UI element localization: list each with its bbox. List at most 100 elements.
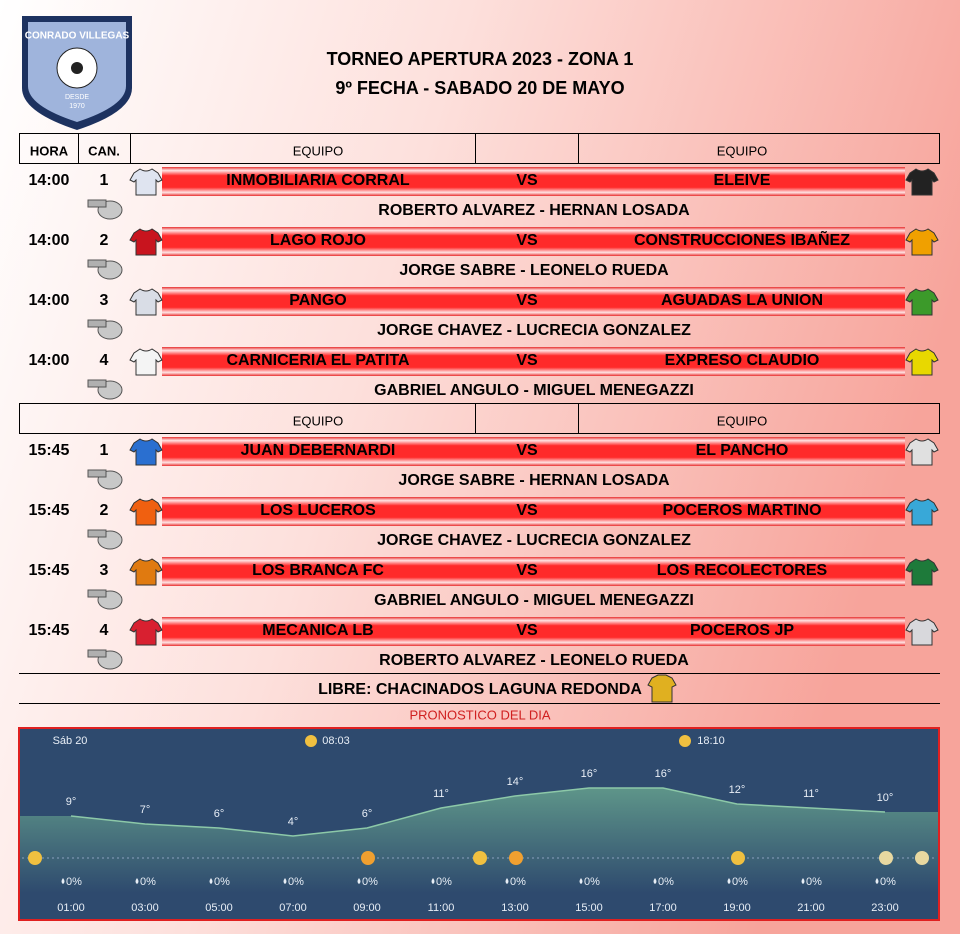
time: 15:45 (29, 442, 70, 459)
away-team: CONSTRUCCIONES IBAÑEZ (634, 229, 850, 249)
hour: 19:00 (723, 902, 751, 914)
hour: 15:00 (575, 902, 603, 914)
temperature-label: 6° (362, 808, 373, 820)
rain: 0% (806, 876, 822, 888)
vs: VS (516, 442, 538, 459)
home-team: MECANICA LB (262, 622, 373, 639)
rain-drop (209, 878, 213, 884)
weather-icon (731, 851, 745, 865)
whistle-mouth (87, 379, 107, 388)
header-away: EQUIPO (717, 143, 768, 158)
rain: 0% (436, 876, 452, 888)
match-bar (162, 557, 905, 586)
time: 14:00 (29, 232, 70, 249)
sunset-icon (679, 735, 691, 747)
court: 3 (100, 562, 109, 579)
hour: 23:00 (871, 902, 899, 914)
weather-icon (915, 851, 929, 865)
rain: 0% (880, 876, 896, 888)
rain-drop (875, 878, 879, 884)
time: 15:45 (29, 562, 70, 579)
whistle (87, 199, 123, 220)
header-court: CAN. (88, 143, 120, 158)
rain: 0% (288, 876, 304, 888)
match-bar (162, 167, 905, 196)
court: 4 (100, 622, 109, 639)
referees: JORGE SABRE - LEONELO RUEDA (399, 262, 669, 279)
rain-drop (579, 878, 583, 884)
home-team: LOS BRANCA FC (252, 562, 384, 579)
court: 1 (100, 442, 109, 459)
whistle (87, 529, 123, 550)
referees: ROBERTO ALVAREZ - LEONELO RUEDA (379, 652, 689, 669)
shirt (129, 348, 163, 376)
vs: VS (516, 292, 538, 309)
whistle (87, 319, 123, 340)
away-team: POCEROS JP (690, 622, 794, 639)
away-team: AGUADAS LA UNION (661, 292, 823, 309)
shirt (129, 438, 163, 466)
away-team: EL PANCHO (696, 442, 789, 459)
court: 1 (100, 172, 109, 189)
referees: JORGE CHAVEZ - LUCRECIA GONZALEZ (377, 532, 691, 549)
time: 14:00 (29, 352, 70, 369)
home-team: JUAN DEBERNARDI (241, 442, 396, 459)
temperature-area (20, 788, 938, 893)
referees: GABRIEL ANGULO - MIGUEL MENEGAZZI (374, 382, 694, 399)
shirt (129, 288, 163, 316)
vs: VS (516, 562, 538, 579)
away-team: EXPRESO CLAUDIO (665, 352, 820, 369)
sunset: 18:10 (697, 735, 725, 747)
rain: 0% (658, 876, 674, 888)
temperature-label: 11° (803, 788, 819, 800)
referees: GABRIEL ANGULO - MIGUEL MENEGAZZI (374, 592, 694, 609)
home-team: LAGO ROJO (270, 232, 366, 249)
logo-name: CONRADO VILLEGAS (25, 31, 130, 42)
rain-drop (801, 878, 805, 884)
vs: VS (516, 232, 538, 249)
shirt (905, 348, 939, 376)
logo: CONRADO VILLEGAS DESDE 1970 (22, 16, 132, 130)
whistle (87, 259, 123, 280)
logo-year: 1970 (69, 103, 85, 110)
temperature-line (70, 787, 886, 837)
logo-since: DESDE (65, 94, 89, 101)
hour: 03:00 (131, 902, 159, 914)
vs: VS (516, 622, 538, 639)
weather-icon (509, 851, 523, 865)
vs: VS (516, 502, 538, 519)
referees: JORGE CHAVEZ - LUCRECIA GONZALEZ (377, 322, 691, 339)
shirt (905, 228, 939, 256)
whistle-mouth (87, 259, 107, 268)
shirt (129, 558, 163, 586)
hour: 21:00 (797, 902, 825, 914)
vs: VS (516, 352, 538, 369)
whistle-mouth (87, 319, 107, 328)
whistle-mouth (87, 199, 107, 208)
rain-drop (505, 878, 509, 884)
shirt (905, 618, 939, 646)
referees: JORGE SABRE - HERNAN LOSADA (398, 472, 670, 489)
home-team: PANGO (289, 292, 346, 309)
sunrise: 08:03 (322, 735, 350, 747)
away-team: POCEROS MARTINO (662, 502, 821, 519)
match-bar (162, 227, 905, 256)
shirt (129, 228, 163, 256)
shirt (129, 618, 163, 646)
match-bar (162, 617, 905, 646)
whistle (87, 589, 123, 610)
table-lines (19, 133, 940, 704)
header-away: EQUIPO (717, 413, 768, 428)
whistle-mouth (87, 529, 107, 538)
weather-icon (473, 851, 487, 865)
match-bar (162, 497, 905, 526)
bye-shirt (647, 674, 677, 703)
referees: ROBERTO ALVAREZ - HERNAN LOSADA (378, 202, 690, 219)
title: TORNEO APERTURA 2023 - ZONA 1 (327, 49, 634, 69)
rain-drop (357, 878, 361, 884)
temperature-label: 7° (140, 804, 151, 816)
whistle-mouth (87, 589, 107, 598)
hour: 13:00 (501, 902, 529, 914)
away-team: ELEIVE (714, 172, 771, 189)
vs: VS (516, 172, 538, 189)
